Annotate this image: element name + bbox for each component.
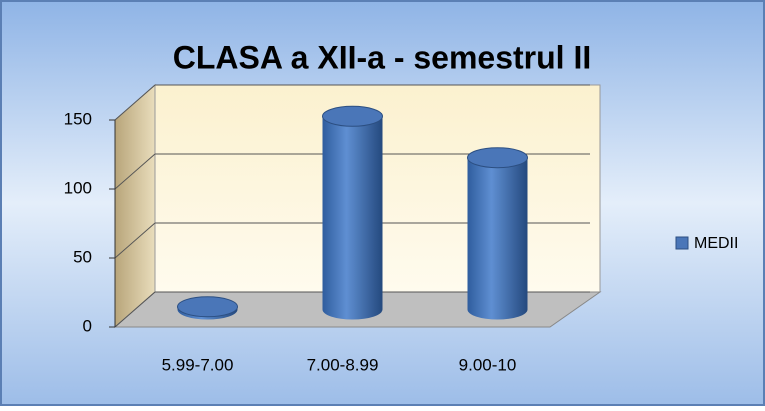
side-wall (114, 83, 156, 329)
x-tick-label: 7.00-8.99 (307, 355, 379, 374)
grid-line-side (114, 291, 156, 328)
y-tick-label: 100 (64, 178, 92, 197)
bar (467, 157, 528, 320)
y-tick-label: 50 (73, 247, 92, 266)
chart-title: CLASA a XII-a - semestrul II (173, 39, 591, 75)
y-tick-label: 150 (64, 109, 92, 128)
y-tick-label: 0 (83, 316, 92, 335)
bar-top (177, 296, 238, 318)
grid-line-side (114, 153, 156, 190)
bar (322, 116, 383, 320)
legend-swatch (675, 236, 689, 250)
grid-line-side (114, 222, 156, 259)
x-tick-label: 9.00-10 (459, 355, 517, 374)
grid-line-side (114, 84, 156, 121)
legend-label: MEDII (694, 235, 738, 252)
bar-top (467, 147, 528, 169)
bar-top (322, 105, 383, 127)
x-tick-label: 5.99-7.00 (162, 355, 234, 374)
